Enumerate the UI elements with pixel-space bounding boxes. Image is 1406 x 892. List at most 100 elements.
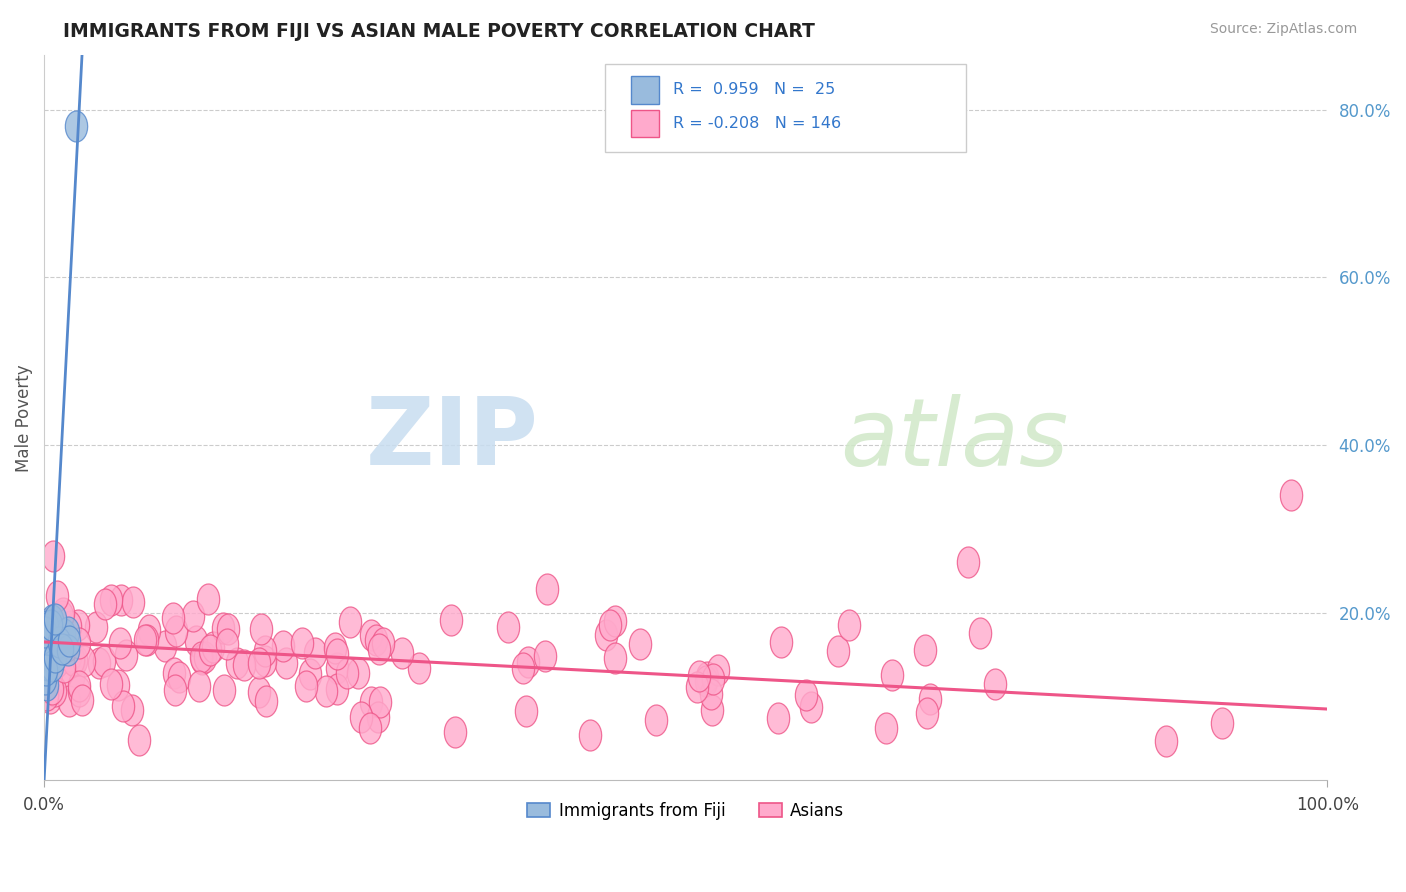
Point [875,721,897,735]
Point [217,622,239,636]
Point [496,620,519,634]
Point [153,640,176,654]
Point [346,666,368,681]
Point [56,639,79,653]
Point [45,655,67,669]
Point [46,589,69,603]
Point [37,647,59,661]
Point [247,657,270,671]
Point [93,655,115,669]
Point [226,656,249,670]
Point [254,694,277,708]
Point [42,646,65,660]
Point [515,704,537,718]
Point [326,661,349,675]
Point [128,732,150,747]
Point [58,694,80,708]
Point [827,644,849,658]
Point [696,670,718,684]
Point [200,642,222,657]
Point [1154,734,1177,748]
Text: atlas: atlas [839,394,1069,485]
Point [700,702,723,716]
Point [138,623,160,637]
Point [39,649,62,664]
Point [44,683,66,698]
FancyBboxPatch shape [630,110,659,137]
Point [67,618,90,632]
Point [702,672,724,686]
Point [517,656,540,670]
Point [766,711,789,725]
Point [165,624,187,639]
Point [59,619,82,633]
Point [100,676,122,690]
Point [336,665,359,680]
Point [94,598,117,612]
Point [108,636,131,650]
Point [169,669,191,683]
Point [51,641,73,656]
Point [89,657,111,671]
Point [350,710,373,724]
Point [51,608,73,623]
Point [181,608,204,623]
Point [512,660,534,674]
Point [39,641,62,656]
Point [134,633,156,648]
Point [37,658,59,673]
Point [212,621,235,635]
Point [111,699,134,714]
Point [62,669,84,683]
Point [323,641,346,656]
Point [34,643,56,657]
Point [444,725,467,739]
Point [73,654,96,668]
Point [70,692,93,706]
Point [271,639,294,653]
Point [42,549,65,564]
Point [39,656,62,670]
Point [62,653,84,667]
Point [688,669,710,683]
Legend: Immigrants from Fiji, Asians: Immigrants from Fiji, Asians [520,795,851,826]
Point [794,688,817,702]
Point [44,612,66,626]
Point [915,706,938,720]
Point [628,637,651,651]
Point [35,688,58,702]
Point [197,592,219,607]
Point [918,691,941,706]
Point [190,650,212,665]
Point [53,637,76,651]
Point [536,582,558,596]
Point [37,650,59,665]
Point [645,714,668,728]
Point [121,595,143,609]
Point [603,650,626,665]
Point [39,690,62,705]
Point [37,633,59,648]
Point [700,687,723,701]
Point [44,649,66,664]
Point [136,633,159,648]
Point [86,620,108,634]
Point [201,640,224,654]
Point [52,626,75,640]
Point [299,666,322,681]
Point [315,684,337,698]
Point [115,648,138,662]
Point [100,593,122,607]
Point [34,616,56,631]
Point [162,611,184,625]
Point [67,636,90,650]
Point [41,658,63,673]
Point [34,625,56,640]
Point [579,728,602,742]
Point [276,656,298,670]
Point [325,681,347,696]
Point [838,618,860,632]
Point [371,636,394,650]
Point [52,606,75,620]
Point [191,652,214,666]
